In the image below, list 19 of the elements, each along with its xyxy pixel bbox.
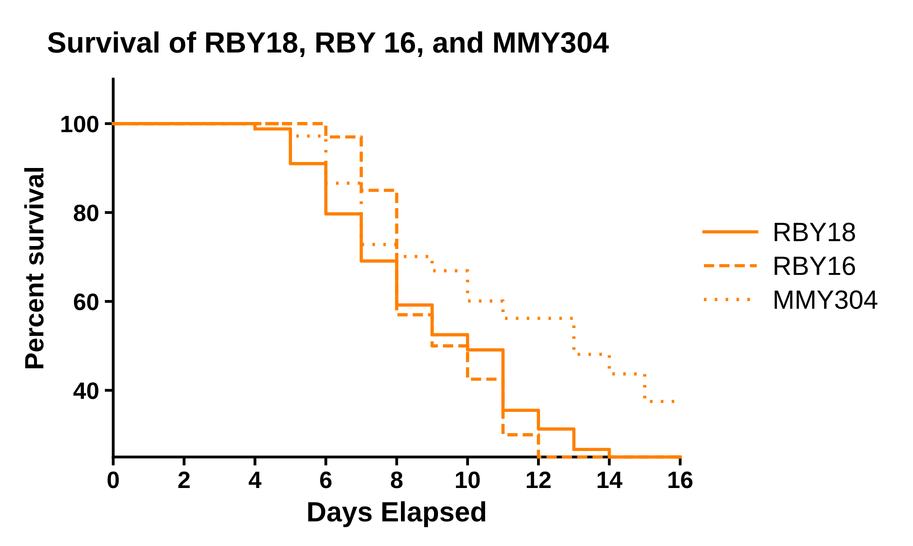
y-tick-label: 40 [73, 382, 98, 400]
x-tick-label: 4 [248, 472, 262, 488]
legend-label: RBY18 [774, 222, 856, 242]
y-axis-title: Percent survival [24, 168, 44, 368]
x-tick-label: 8 [390, 472, 403, 488]
chart-title: Survival of RBY18, RBY 16, and MMY304 [48, 31, 609, 58]
y-tick-label: 80 [74, 204, 98, 222]
y-tick-label: 100 [61, 116, 98, 132]
legend-label: RBY16 [774, 256, 855, 276]
x-tick-label: 10 [456, 472, 480, 488]
legend-label: MMY304 [774, 290, 878, 310]
x-tick-label: 2 [178, 472, 190, 488]
x-tick-label: 6 [320, 472, 332, 488]
x-axis-title: Days Elapsed [308, 501, 486, 528]
x-tick-label: 12 [526, 472, 551, 488]
x-tick-label: 0 [108, 472, 119, 488]
x-tick-label: 16 [668, 472, 692, 488]
y-tick-label: 60 [74, 293, 98, 310]
x-tick-label: 14 [598, 472, 622, 488]
